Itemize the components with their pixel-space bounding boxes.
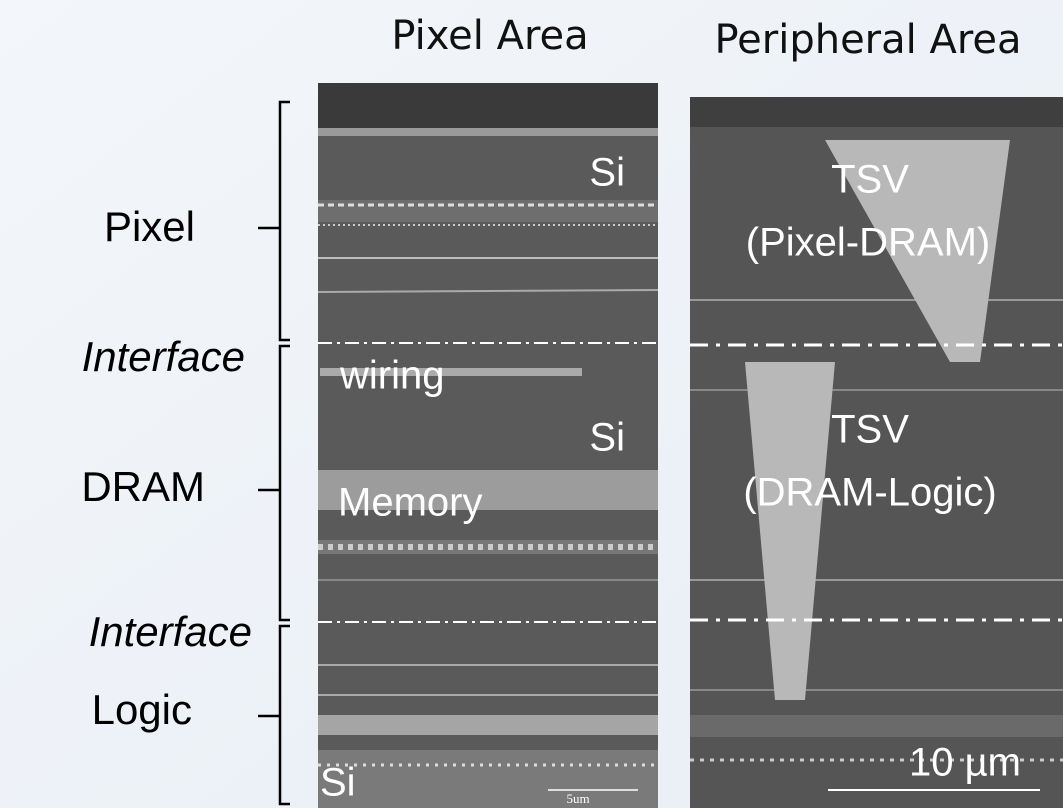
- peripheral-panel: [690, 97, 1063, 808]
- scale-bar-label: 10 µm: [909, 741, 1021, 785]
- tsv-title: TSV: [831, 408, 909, 452]
- layer-label: Interface: [82, 333, 245, 380]
- layer-label: DRAM: [81, 463, 205, 510]
- layer-label: Interface: [89, 608, 252, 655]
- tsv-subtitle: (Pixel-DRAM): [746, 221, 990, 265]
- panel-label: Si: [320, 761, 356, 805]
- panel-label: Si: [589, 416, 625, 460]
- tsv-subtitle: (DRAM-Logic): [743, 471, 996, 515]
- panel-label: wiring: [339, 354, 444, 398]
- panel-label: Si: [589, 151, 625, 195]
- scale-bar-label: 5um: [566, 791, 589, 806]
- header-title: Pixel Area: [391, 13, 588, 59]
- figure: Pixel Area Peripheral Area Pixel Interfa…: [0, 0, 1063, 808]
- header-title: Peripheral Area: [714, 17, 1021, 63]
- layer-label: Pixel: [104, 203, 195, 250]
- tsv-title: TSV: [831, 158, 909, 202]
- layer-label: Logic: [92, 686, 192, 733]
- panel-label: Memory: [338, 481, 482, 525]
